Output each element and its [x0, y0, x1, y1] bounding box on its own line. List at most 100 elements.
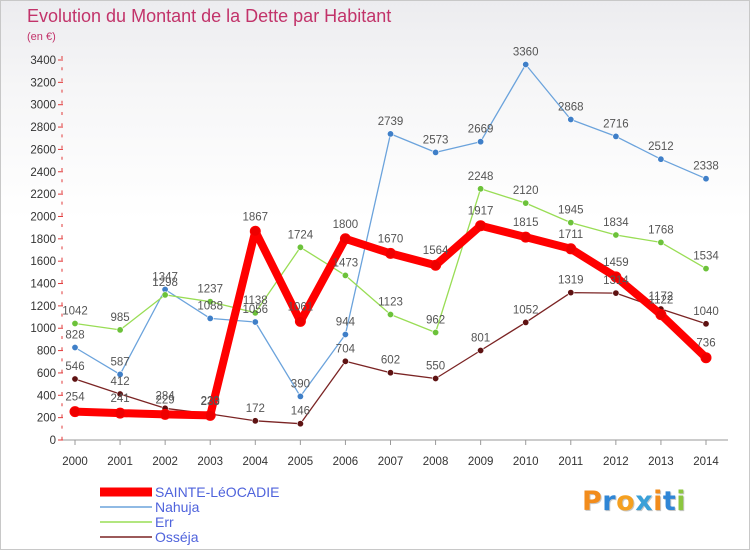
proxiti-logo: Proxiti: [582, 486, 686, 517]
data-point-err: [567, 219, 575, 227]
data-label-nahuja: 587: [111, 356, 130, 368]
data-label-nahuja: 2573: [423, 134, 449, 146]
axes: 0 200 400 600 800 1000 1200 1400 1600 1800 2000 220…: [30, 55, 728, 468]
data-point-osseja: [477, 346, 485, 354]
y-tick-label: 1400: [30, 279, 56, 291]
data-label-nahuja: 1347: [152, 272, 178, 284]
data-point-osseja: [116, 390, 124, 398]
data-point-osseja: [432, 374, 440, 382]
y-tick-label: 2200: [30, 189, 56, 201]
data-label-sainte-leocadie: 1670: [378, 233, 404, 245]
data-label-osseja: 412: [111, 376, 130, 388]
data-label-osseja: 172: [246, 403, 265, 415]
data-label-err: 1834: [603, 217, 629, 229]
data-label-sainte-leocadie: 1711: [558, 229, 583, 241]
data-label-osseja: 602: [381, 355, 400, 367]
data-point-sainte-leocadie: [655, 309, 667, 321]
data-label-nahuja: 828: [65, 330, 84, 342]
data-label-sainte-leocadie: 1122: [649, 295, 674, 307]
data-label-err: 1138: [243, 295, 268, 307]
data-point-nahuja: [296, 392, 304, 400]
x-tick-label: 2006: [333, 456, 359, 468]
y-tick-label: 200: [37, 413, 56, 425]
data-label-osseja: 233: [201, 396, 220, 408]
data-point-nahuja: [432, 148, 440, 156]
data-label-osseja: 1319: [558, 275, 584, 287]
logo-letter: i: [653, 486, 663, 517]
data-label-nahuja: 1056: [243, 304, 269, 316]
data-point-err: [71, 319, 79, 327]
data-labels: 254 241 229 220 1867 1061 1800 1670 1564 1917 1815…: [62, 47, 719, 418]
data-label-osseja: 546: [65, 361, 84, 373]
data-label-err: 985: [111, 312, 130, 324]
data-label-err: 1237: [197, 284, 223, 296]
data-label-err: 2120: [513, 185, 539, 197]
data-point-err: [161, 291, 169, 299]
x-tick-label: 2001: [107, 456, 133, 468]
logo-letter: P: [582, 486, 603, 517]
data-label-osseja: 550: [426, 361, 445, 373]
data-label-osseja: 1314: [603, 275, 629, 287]
data-point-err: [296, 243, 304, 251]
x-tick-label: 2010: [513, 456, 539, 468]
data-label-sainte-leocadie: 220: [201, 395, 220, 407]
y-tick-label: 3200: [30, 77, 56, 89]
data-label-sainte-leocadie: 1061: [288, 301, 314, 313]
chart-title: Evolution du Montant de la Dette par Hab…: [27, 6, 391, 26]
data-point-sainte-leocadie: [385, 247, 396, 259]
y-tick-label: 800: [37, 346, 56, 358]
y-tick-label: 2600: [30, 144, 56, 156]
x-tick-label: 2002: [152, 456, 178, 468]
logo-letter: t: [662, 486, 677, 517]
data-label-err: 1534: [693, 251, 719, 263]
legend-label-sainte-leocadie: SAINTE-LéOCADIE: [155, 484, 279, 500]
data-label-nahuja: 3360: [513, 47, 539, 59]
data-point-err: [522, 199, 530, 207]
data-point-sainte-leocadie: [159, 408, 171, 420]
data-label-sainte-leocadie: 229: [156, 394, 175, 406]
data-label-osseja: 704: [336, 343, 356, 355]
data-point-osseja: [71, 375, 79, 383]
data-point-sainte-leocadie: [475, 220, 487, 232]
data-point-err: [341, 271, 349, 279]
x-tick-label: 2000: [62, 456, 88, 468]
data-point-sainte-leocadie: [339, 233, 351, 245]
data-label-sainte-leocadie: 1815: [513, 217, 539, 229]
series-osseja: [71, 289, 710, 428]
series-group: [69, 60, 712, 428]
data-label-nahuja: 2716: [603, 118, 629, 130]
data-point-sainte-leocadie: [565, 243, 577, 255]
series-nahuja: [71, 60, 710, 400]
y-tick-label: 1200: [30, 301, 56, 313]
data-point-osseja: [296, 420, 304, 428]
x-tick-label: 2003: [197, 456, 223, 468]
data-label-osseja: 1040: [693, 306, 719, 318]
data-label-sainte-leocadie: 241: [111, 393, 130, 405]
data-label-nahuja: 2338: [693, 161, 719, 173]
data-point-sainte-leocadie: [700, 352, 712, 364]
y-tick-label: 0: [50, 435, 56, 447]
x-tick-label: 2008: [423, 456, 449, 468]
data-point-osseja: [341, 357, 349, 365]
data-point-sainte-leocadie: [430, 259, 442, 271]
data-point-sainte-leocadie: [610, 271, 622, 283]
data-label-osseja: 284: [156, 390, 176, 402]
data-point-sainte-leocadie: [294, 315, 306, 327]
y-tick-label: 2400: [30, 167, 56, 179]
data-point-err: [432, 328, 440, 336]
x-tick-label: 2007: [378, 456, 404, 468]
data-point-nahuja: [477, 138, 485, 146]
x-tick-label: 2014: [693, 456, 719, 468]
data-label-nahuja: 1088: [197, 300, 223, 312]
data-point-err: [251, 309, 259, 317]
data-label-sainte-leocadie: 1867: [243, 211, 269, 223]
data-label-err: 1473: [333, 257, 359, 269]
data-label-osseja: 1172: [649, 291, 674, 303]
data-point-nahuja: [657, 155, 665, 163]
logo-letter: o: [616, 486, 636, 517]
data-point-osseja: [612, 289, 620, 297]
data-point-osseja: [702, 320, 710, 328]
data-point-err: [702, 265, 710, 273]
data-label-nahuja: 2669: [468, 124, 494, 136]
